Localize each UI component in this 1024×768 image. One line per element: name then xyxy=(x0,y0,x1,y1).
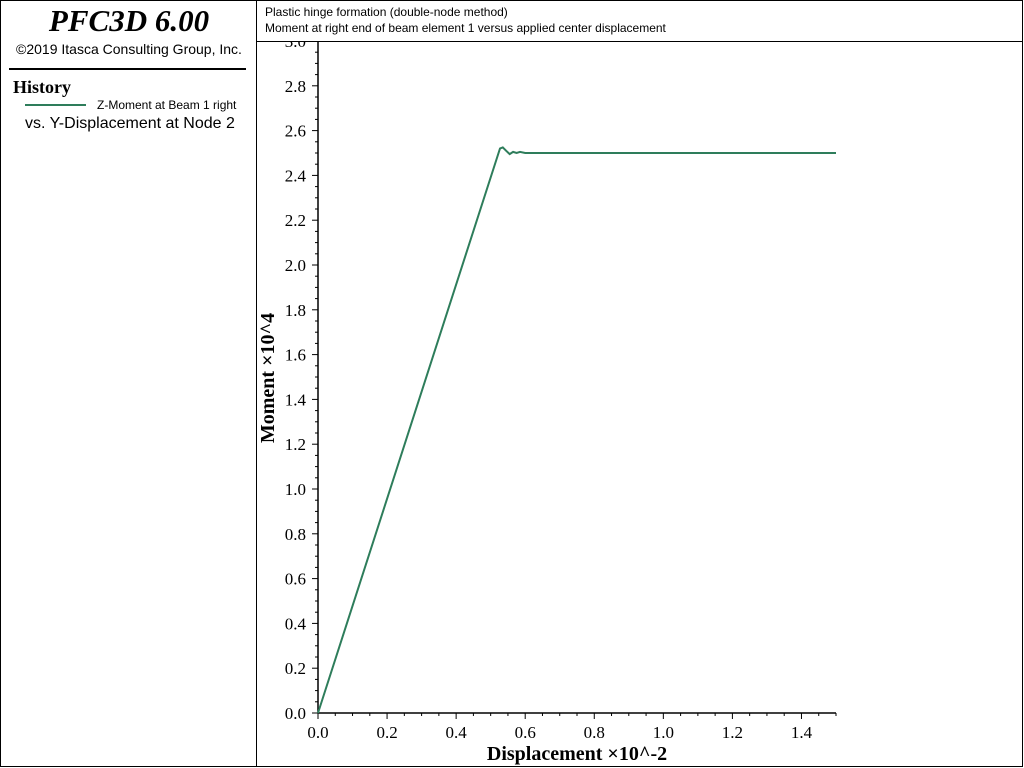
y-tick-label: 3.0 xyxy=(285,41,306,51)
x-tick-label: 0.2 xyxy=(376,723,397,742)
x-tick-label: 0.0 xyxy=(307,723,328,742)
y-tick-label: 0.6 xyxy=(285,570,306,589)
plot-area-frame xyxy=(256,41,1023,767)
y-tick-label: 1.0 xyxy=(285,480,306,499)
moment-displacement-chart: 0.0 0.2 0.4 0.6 0.8 1.0 1.2 1.4 1.6 1.8 2.0 2.2 2.4 2… xyxy=(257,41,837,765)
y-tick-label: 0.0 xyxy=(285,704,306,723)
legend-series-swatch xyxy=(25,104,86,106)
y-tick-label: 2.6 xyxy=(285,122,306,141)
chart-series-layer xyxy=(317,146,836,714)
legend-panel: PFC3D 6.00 ©2019 Itasca Consulting Group… xyxy=(0,0,257,767)
plot-title-line2: Moment at right end of beam element 1 ve… xyxy=(265,21,666,35)
y-tick-label: 2.0 xyxy=(285,256,306,275)
plot-title-box: Plastic hinge formation (double-node met… xyxy=(256,0,1023,42)
series-line xyxy=(317,146,836,714)
app-title: PFC3D 6.00 xyxy=(48,3,210,38)
y-tick-label: 2.8 xyxy=(285,77,306,96)
y-tick-label: 1.2 xyxy=(285,435,306,454)
y-tick-label: 2.2 xyxy=(285,211,306,230)
y-tick-label: 0.2 xyxy=(285,659,306,678)
x-tick-label: 0.8 xyxy=(584,723,605,742)
y-tick-label: 1.4 xyxy=(285,390,307,409)
x-tick-label: 1.4 xyxy=(791,723,813,742)
x-tick-label: 0.6 xyxy=(515,723,536,742)
legend-vs-label: vs. Y-Displacement at Node 2 xyxy=(25,115,235,132)
x-tick-label: 0.4 xyxy=(446,723,468,742)
history-heading: History xyxy=(13,77,71,97)
copyright-text: ©2019 Itasca Consulting Group, Inc. xyxy=(16,41,242,57)
y-axis-title: Moment ×10^4 xyxy=(257,313,279,443)
divider xyxy=(9,68,246,70)
y-tick-label: 1.8 xyxy=(285,301,306,320)
x-tick-label: 1.2 xyxy=(722,723,743,742)
y-tick-label: 2.4 xyxy=(285,166,307,185)
chart-axes: 0.0 0.2 0.4 0.6 0.8 1.0 1.2 1.4 1.6 1.8 2.0 2.2 2.4 2… xyxy=(285,41,837,742)
y-tick-label: 0.8 xyxy=(285,525,306,544)
y-tick-label: 1.6 xyxy=(285,346,306,365)
plot-title-line1: Plastic hinge formation (double-node met… xyxy=(265,5,508,19)
x-tick-label: 1.0 xyxy=(653,723,674,742)
y-tick-label: 0.4 xyxy=(285,614,307,633)
x-axis-title: Displacement ×10^-2 xyxy=(487,743,667,765)
legend-series-label: Z-Moment at Beam 1 right xyxy=(97,98,237,112)
